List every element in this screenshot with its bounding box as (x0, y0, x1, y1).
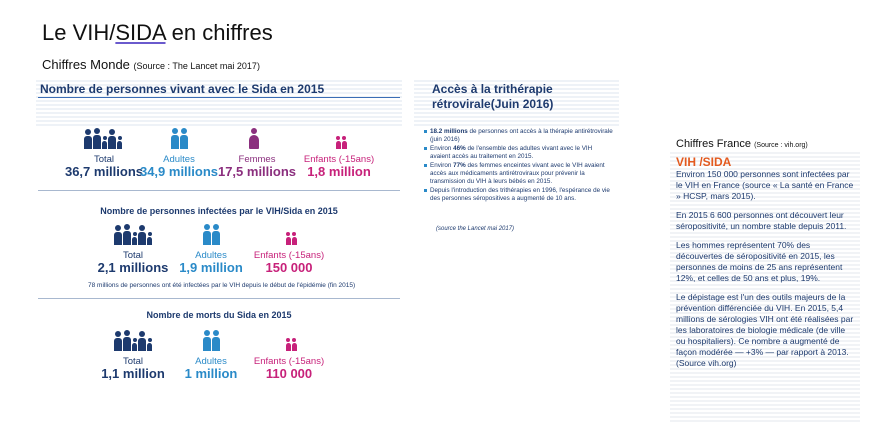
living-adults: Adultes 34,9 millions (139, 154, 219, 179)
infected-title: Nombre de personnes infectées par le VIH… (100, 206, 338, 216)
tritherapy-header-band (414, 78, 619, 126)
living-total: Total 36,7 millions (64, 154, 144, 179)
deaths-children: Enfants (-15ans) 110 000 (253, 356, 325, 381)
france-text: Environ 150 000 personnes sont infectées… (676, 169, 854, 377)
paragraph: Les hommes représentent 70% des découver… (676, 240, 843, 283)
children-icon (332, 136, 350, 149)
list-item: Environ 46% de l'ensemble des adultes vi… (424, 145, 614, 161)
section-heading-france: Chiffres France (Source : vih.org) (676, 138, 808, 150)
living-header-band (36, 78, 402, 126)
tritherapy-source: (source the Lancet mai 2017) (436, 226, 515, 232)
family-icon (106, 330, 160, 351)
living-title-underline (38, 97, 400, 98)
infected-children: Enfants (-15ans) 150 000 (253, 250, 325, 275)
adults-icon (196, 330, 226, 351)
adults-icon (164, 128, 194, 149)
paragraph: Le dépistage est l'un des outils majeurs… (676, 292, 854, 368)
list-item: 18.2 millions de personnes ont accès à l… (424, 128, 614, 144)
living-title: Nombre de personnes vivant avec le Sida … (40, 82, 325, 96)
infected-adults: Adultes 1,9 million (179, 250, 243, 275)
section-heading-world: Chiffres Monde (Source : The Lancet mai … (42, 57, 260, 72)
children-icon (282, 232, 300, 245)
tritherapy-title: Accès à la trithérapie rétrovirale(Juin … (432, 82, 554, 111)
living-children: Enfants (-15ans) 1,8 million (303, 154, 375, 179)
family-icon (76, 128, 130, 149)
deaths-title: Nombre de morts du Sida en 2015 (146, 310, 292, 320)
france-source: (Source : vih.org) (754, 142, 808, 149)
family-icon (106, 224, 160, 245)
slide-title: Le VIH/SIDA en chiffres (42, 20, 273, 45)
france-box (670, 152, 860, 422)
paragraph: En 2015 6 600 personnes ont découvert le… (676, 210, 847, 231)
deaths-adults: Adultes 1 million (184, 356, 238, 381)
infected-total: Total 2,1 millions (97, 250, 169, 275)
list-item: Environ 77% des femmes enceintes vivant … (424, 162, 614, 186)
living-women: Femmes 17,5 millions (217, 154, 297, 179)
france-box-title: VIH /SIDA (676, 155, 732, 169)
deaths-total: Total 1,1 million (101, 356, 165, 381)
children-icon (282, 338, 300, 351)
adults-icon (196, 224, 226, 245)
world-source: (Source : The Lancet mai 2017) (133, 61, 260, 71)
woman-icon (246, 128, 262, 149)
list-item: Depuis l'introduction des trithérapies e… (424, 187, 614, 203)
divider (38, 190, 400, 191)
divider (38, 298, 400, 299)
infected-note: 78 millions de personnes ont été infecté… (88, 282, 356, 289)
paragraph: Environ 150 000 personnes sont infectées… (676, 169, 854, 201)
tritherapy-list: 18.2 millions de personnes ont accès à l… (424, 128, 614, 204)
